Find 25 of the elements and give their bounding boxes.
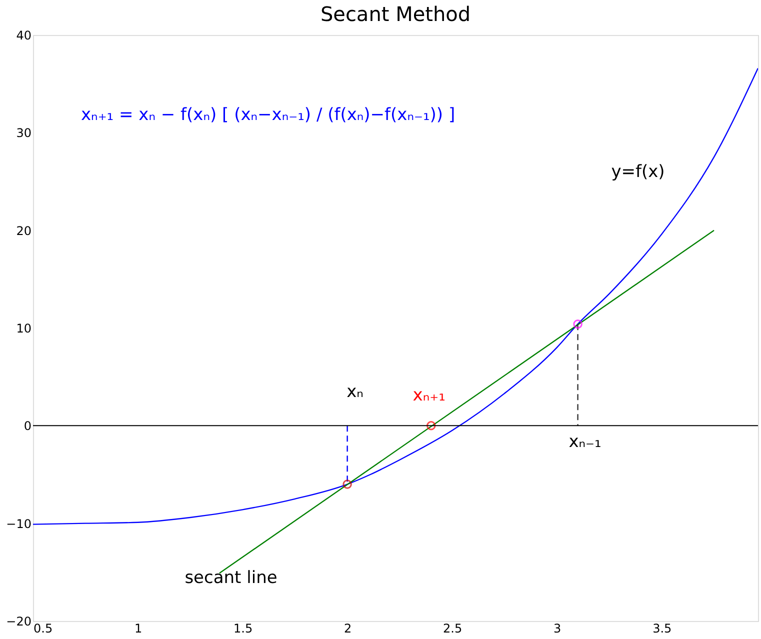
- y-tick-label: −10: [6, 516, 32, 531]
- x-tick-label: 1.5: [233, 622, 253, 636]
- x-tick-label: 0.5: [34, 622, 53, 636]
- x-tick-label: 2.5: [443, 622, 462, 636]
- point: [342, 480, 352, 489]
- x-tick-label: 3: [554, 622, 562, 636]
- annotation: xₙ₊₁ = xₙ − f(xₙ) [ (xₙ−xₙ₋₁) / (f(xₙ)−f(xₙ₋₁)) ]: [81, 105, 456, 125]
- x-tick-label: 1: [134, 622, 142, 636]
- annotation: y=f(x): [611, 162, 665, 182]
- x-tick-label: 2: [344, 622, 352, 636]
- series-label: xₙ₊₁: [412, 386, 446, 406]
- chart-title: Secant Method: [320, 2, 471, 26]
- annotation: xₙ: [346, 382, 364, 402]
- annotation: secant line: [184, 568, 278, 588]
- annotation: xₙ₋₁: [568, 432, 602, 452]
- y-tick-label: 30: [16, 126, 32, 140]
- y-tick-label: 10: [16, 322, 32, 336]
- point: [426, 421, 436, 430]
- y-tick-label: 0: [24, 419, 32, 434]
- point: [573, 319, 582, 329]
- y-tick-label: 20: [16, 224, 32, 238]
- line-series: [33, 68, 758, 525]
- y-tick-label: 40: [16, 28, 32, 42]
- y-tick-label: −20: [6, 614, 32, 628]
- x-tick-label: 3.5: [652, 622, 672, 636]
